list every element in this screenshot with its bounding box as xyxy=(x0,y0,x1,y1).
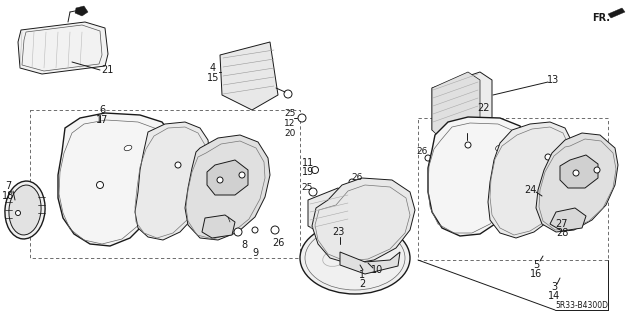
Text: 13: 13 xyxy=(547,75,559,85)
Text: 6: 6 xyxy=(99,105,105,115)
Text: 3: 3 xyxy=(551,282,557,292)
Circle shape xyxy=(298,114,306,122)
Text: 28: 28 xyxy=(556,228,568,238)
Ellipse shape xyxy=(5,181,45,239)
Circle shape xyxy=(309,188,317,196)
Circle shape xyxy=(217,177,223,183)
Text: 9: 9 xyxy=(252,248,258,258)
Text: FR.: FR. xyxy=(592,13,610,23)
Text: 23: 23 xyxy=(332,227,344,237)
Text: 21: 21 xyxy=(101,65,113,75)
Text: 5R33-B4300D: 5R33-B4300D xyxy=(556,301,609,310)
Text: 26: 26 xyxy=(351,174,363,182)
Text: 5: 5 xyxy=(533,260,539,270)
Polygon shape xyxy=(550,208,586,231)
Polygon shape xyxy=(312,178,415,264)
Circle shape xyxy=(594,167,600,173)
Polygon shape xyxy=(18,22,108,74)
Text: 27: 27 xyxy=(556,219,568,229)
Circle shape xyxy=(465,142,471,148)
Circle shape xyxy=(573,170,579,176)
Text: 25: 25 xyxy=(284,108,296,117)
Text: 19: 19 xyxy=(302,167,314,177)
Polygon shape xyxy=(428,117,528,236)
Polygon shape xyxy=(207,160,248,195)
Circle shape xyxy=(271,226,279,234)
Ellipse shape xyxy=(300,222,410,294)
Text: 12: 12 xyxy=(284,118,296,128)
Polygon shape xyxy=(220,42,278,110)
Polygon shape xyxy=(75,6,88,16)
Polygon shape xyxy=(488,122,573,238)
Circle shape xyxy=(239,172,245,178)
Ellipse shape xyxy=(495,145,504,151)
Bar xyxy=(30,110,300,258)
Text: 8: 8 xyxy=(241,240,247,250)
Circle shape xyxy=(545,154,551,160)
Polygon shape xyxy=(432,72,480,148)
Circle shape xyxy=(464,127,470,133)
Text: 26: 26 xyxy=(416,147,428,157)
Text: 20: 20 xyxy=(284,129,296,137)
Text: 25: 25 xyxy=(301,183,313,192)
Circle shape xyxy=(349,179,355,185)
Polygon shape xyxy=(432,72,492,148)
Text: 22: 22 xyxy=(477,103,489,113)
Polygon shape xyxy=(202,215,235,238)
Polygon shape xyxy=(135,122,210,240)
Text: 1: 1 xyxy=(359,270,365,280)
Polygon shape xyxy=(560,155,598,188)
Text: 24: 24 xyxy=(524,185,536,195)
Circle shape xyxy=(312,167,319,174)
Text: 2: 2 xyxy=(359,279,365,289)
Text: 11: 11 xyxy=(302,158,314,168)
Text: 17: 17 xyxy=(96,115,108,125)
Circle shape xyxy=(284,90,292,98)
Ellipse shape xyxy=(9,185,41,235)
Polygon shape xyxy=(340,252,400,274)
Circle shape xyxy=(15,211,20,216)
Text: 15: 15 xyxy=(207,73,219,83)
Bar xyxy=(418,118,608,260)
Ellipse shape xyxy=(124,145,132,151)
Text: 7: 7 xyxy=(5,181,11,191)
Polygon shape xyxy=(185,135,270,240)
Circle shape xyxy=(252,227,258,233)
Polygon shape xyxy=(536,133,618,232)
Text: 4: 4 xyxy=(210,63,216,73)
Polygon shape xyxy=(608,8,625,18)
Circle shape xyxy=(97,182,104,189)
Circle shape xyxy=(425,155,431,161)
Text: 18: 18 xyxy=(2,191,14,201)
Text: 16: 16 xyxy=(530,269,542,279)
Text: 14: 14 xyxy=(548,291,560,301)
Circle shape xyxy=(234,228,242,236)
Text: 26: 26 xyxy=(272,238,284,248)
Polygon shape xyxy=(308,188,352,238)
Text: 10: 10 xyxy=(371,265,383,275)
Polygon shape xyxy=(58,113,175,246)
Circle shape xyxy=(175,162,181,168)
